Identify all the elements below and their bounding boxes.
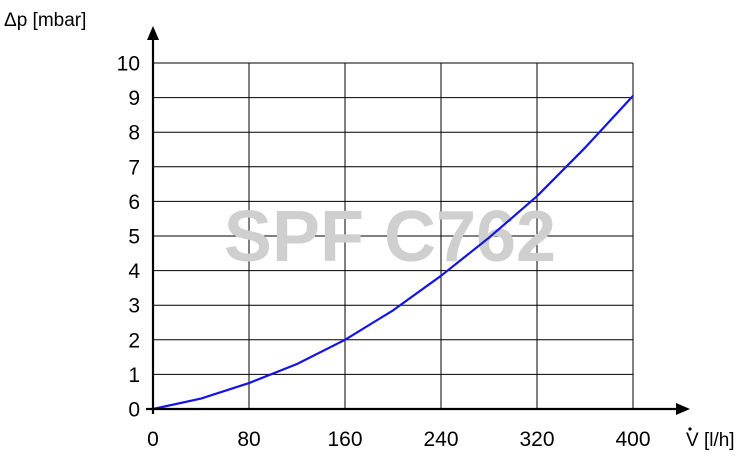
- series-point: [536, 195, 538, 197]
- series-point: [632, 95, 634, 97]
- y-tick-label: 0: [128, 399, 140, 422]
- y-tick-label: 4: [128, 260, 140, 283]
- x-tick-label: 240: [423, 428, 458, 451]
- y-tick-label: 10: [117, 53, 140, 76]
- y-tick-label: 6: [128, 191, 140, 214]
- x-axis-label: V [l/h]: [686, 430, 735, 451]
- series-point: [200, 397, 202, 400]
- y-axis-arrow: [147, 26, 159, 40]
- watermark: SPF C762: [224, 197, 556, 277]
- series-point: [248, 382, 250, 384]
- x-tick-label: 160: [327, 428, 362, 451]
- y-tick-label: 1: [128, 364, 140, 387]
- x-tick-label: 400: [615, 428, 650, 451]
- series-point: [440, 275, 442, 277]
- series-point: [296, 363, 298, 365]
- y-tick-label: 9: [128, 87, 140, 110]
- y-tick-label: 7: [128, 156, 140, 179]
- x-axis-label-dot: [688, 427, 692, 431]
- series-point: [584, 147, 586, 149]
- series-point: [392, 309, 394, 312]
- y-tick-label: 2: [128, 329, 140, 352]
- grid: [153, 62, 634, 409]
- x-axis-arrow: [676, 403, 690, 415]
- series-point: [344, 339, 346, 341]
- series-point: [488, 236, 490, 239]
- y-tick-label: 5: [128, 226, 140, 249]
- y-axis-label: Δp [mbar]: [4, 10, 86, 31]
- axes: [146, 26, 690, 415]
- y-tick-label: 8: [128, 122, 140, 145]
- tick-labels: 0 1 2 3 4 5 6 7 8 9 10 0 80 160 240 320 400: [117, 53, 651, 452]
- x-tick-label: 0: [147, 428, 159, 451]
- y-tick-label: 3: [128, 295, 140, 318]
- x-tick-label: 320: [519, 428, 554, 451]
- x-tick-label: 80: [237, 428, 260, 451]
